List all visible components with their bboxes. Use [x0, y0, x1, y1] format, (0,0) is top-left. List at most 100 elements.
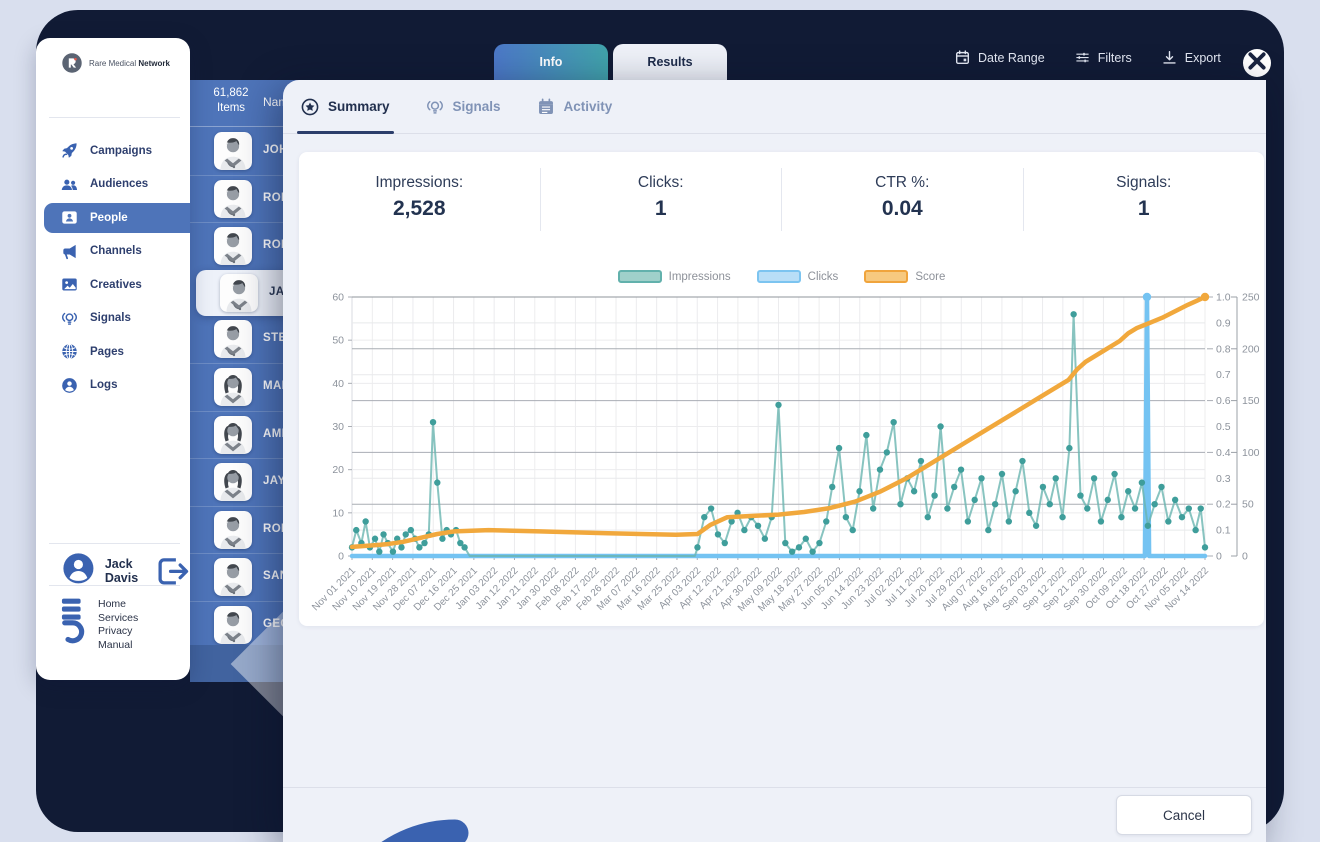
svg-text:0.4: 0.4 [1216, 447, 1231, 459]
sidebar-item-people[interactable]: People [44, 202, 190, 233]
legend-swatch [864, 270, 909, 283]
footer-link-privacy[interactable]: Privacy [98, 625, 133, 637]
divider [49, 117, 180, 118]
tab-info[interactable]: Info [494, 44, 608, 80]
person-row[interactable]: ROB [190, 174, 470, 223]
close-button[interactable] [1243, 49, 1271, 77]
svg-text:0: 0 [338, 551, 344, 563]
megaphone-icon [61, 243, 78, 260]
five-logo [61, 598, 89, 644]
export-button[interactable]: Export [1162, 50, 1221, 65]
stat-label: CTR %: [875, 174, 930, 191]
person-avatar [214, 558, 252, 597]
legend-item-clicks[interactable]: Clicks [756, 270, 839, 283]
legend-swatch [756, 270, 801, 283]
stat-signals: Signals: 1 [1022, 168, 1265, 231]
sidebar-item-label: Channels [90, 245, 142, 257]
reached-target-icon [305, 801, 605, 842]
footer-link-manual[interactable]: Manual [98, 638, 133, 651]
modal-tab-summary[interactable]: Summary [297, 80, 394, 134]
sidebar-item-campaigns[interactable]: Campaigns [36, 136, 190, 166]
footer-link-home[interactable]: Home [98, 598, 127, 610]
svg-text:150: 150 [1242, 395, 1260, 407]
sidebar-item-label: Creatives [90, 278, 142, 291]
star-circle-icon [301, 98, 319, 116]
sidebar-item-pages[interactable]: Pages [36, 337, 190, 367]
person-row[interactable]: GEO [190, 600, 470, 649]
sidebar-item-label: People [90, 211, 128, 224]
svg-text:20: 20 [332, 464, 344, 476]
stat-label: Signals: [1116, 174, 1172, 191]
stat-label: Impressions: [375, 174, 464, 191]
person-avatar [214, 510, 252, 549]
footer-link-services[interactable]: Services [98, 611, 139, 624]
stat-value: 2,528 [392, 197, 446, 220]
top-header: Info Results Date Range Filters Export [36, 38, 1284, 80]
legend-label: Clicks [807, 270, 839, 283]
sidebar-item-label: Logs [90, 379, 118, 391]
svg-text:0: 0 [1242, 551, 1248, 563]
svg-text:0.3: 0.3 [1216, 473, 1231, 485]
sidebar-item-audiences[interactable]: Audiences [36, 169, 190, 199]
stat-impressions: Impressions: 2,528 [299, 168, 540, 231]
svg-text:200: 200 [1242, 343, 1260, 355]
divider [49, 585, 180, 586]
stat-value: 1 [654, 197, 667, 220]
sidebar-item-signals[interactable]: Signals [36, 303, 190, 333]
sliders-icon [1075, 50, 1090, 65]
calendar-icon [955, 50, 970, 65]
person-row[interactable]: STE [190, 316, 470, 363]
modal-tabs: Summary Signals Activity [283, 80, 1266, 134]
stats-row: Impressions: 2,528 Clicks: 1 CTR %: 0.04 Signa… [299, 168, 1264, 231]
results-modal: Summary Signals Activity Impressions: 2,528… [283, 80, 1266, 842]
svg-text:30: 30 [332, 421, 344, 433]
cancel-button[interactable]: Cancel [1116, 795, 1252, 835]
stat-label: Clicks: [637, 174, 684, 191]
svg-text:1.0: 1.0 [1216, 292, 1231, 304]
globe-icon [61, 343, 78, 360]
svg-text:0: 0 [1216, 551, 1222, 563]
sidebar-item-label: Signals [90, 312, 131, 324]
legend-item-impressions[interactable]: Impressions [617, 270, 731, 283]
divider [49, 543, 180, 544]
logout-icon[interactable] [155, 555, 190, 588]
sidebar-item-creatives[interactable]: Creatives [36, 270, 190, 300]
download-icon [1162, 50, 1177, 65]
sidebar-nav: Campaigns Audiences People Channels Creative… [36, 132, 190, 404]
bulb-icon [426, 98, 444, 116]
person-name: JOH [263, 144, 288, 156]
person-avatar [214, 415, 252, 454]
bulb-icon [61, 310, 78, 327]
svg-text:100: 100 [1242, 447, 1260, 459]
svg-text:0.2: 0.2 [1216, 499, 1231, 511]
modal-tab-activity[interactable]: Activity [537, 80, 612, 134]
sidebar-item-channels[interactable]: Channels [36, 236, 190, 266]
filters-button[interactable]: Filters [1075, 50, 1132, 65]
svg-text:250: 250 [1242, 292, 1260, 304]
sidebar-item-logs[interactable]: Logs [36, 370, 190, 400]
legend-item-score[interactable]: Score [864, 270, 945, 283]
person-avatar [214, 463, 252, 502]
svg-text:60: 60 [332, 292, 344, 304]
person-name: SAN [263, 570, 289, 583]
modal-tab-signals[interactable]: Signals [426, 80, 501, 134]
svg-text:0.6: 0.6 [1216, 395, 1231, 407]
date-range-button[interactable]: Date Range [955, 50, 1045, 65]
sidebar-item-label: Campaigns [90, 144, 152, 157]
legend-swatch [617, 270, 662, 283]
person-avatar [214, 605, 252, 644]
brand: Rare Medical Network [61, 52, 170, 74]
rocket-icon [61, 142, 78, 159]
legend-label: Score [915, 270, 946, 283]
tab-results[interactable]: Results [613, 44, 727, 80]
page-prev-icon[interactable] [206, 590, 305, 738]
reached-status: Reached [305, 801, 670, 842]
person-row[interactable]: JOH [190, 128, 470, 175]
svg-text:50: 50 [1242, 499, 1254, 511]
user-icon [61, 551, 96, 591]
stat-clicks: Clicks: 1 [539, 168, 782, 231]
sidebar-item-label: Pages [90, 345, 124, 358]
svg-text:50: 50 [332, 335, 344, 347]
people-group-icon [61, 176, 78, 193]
